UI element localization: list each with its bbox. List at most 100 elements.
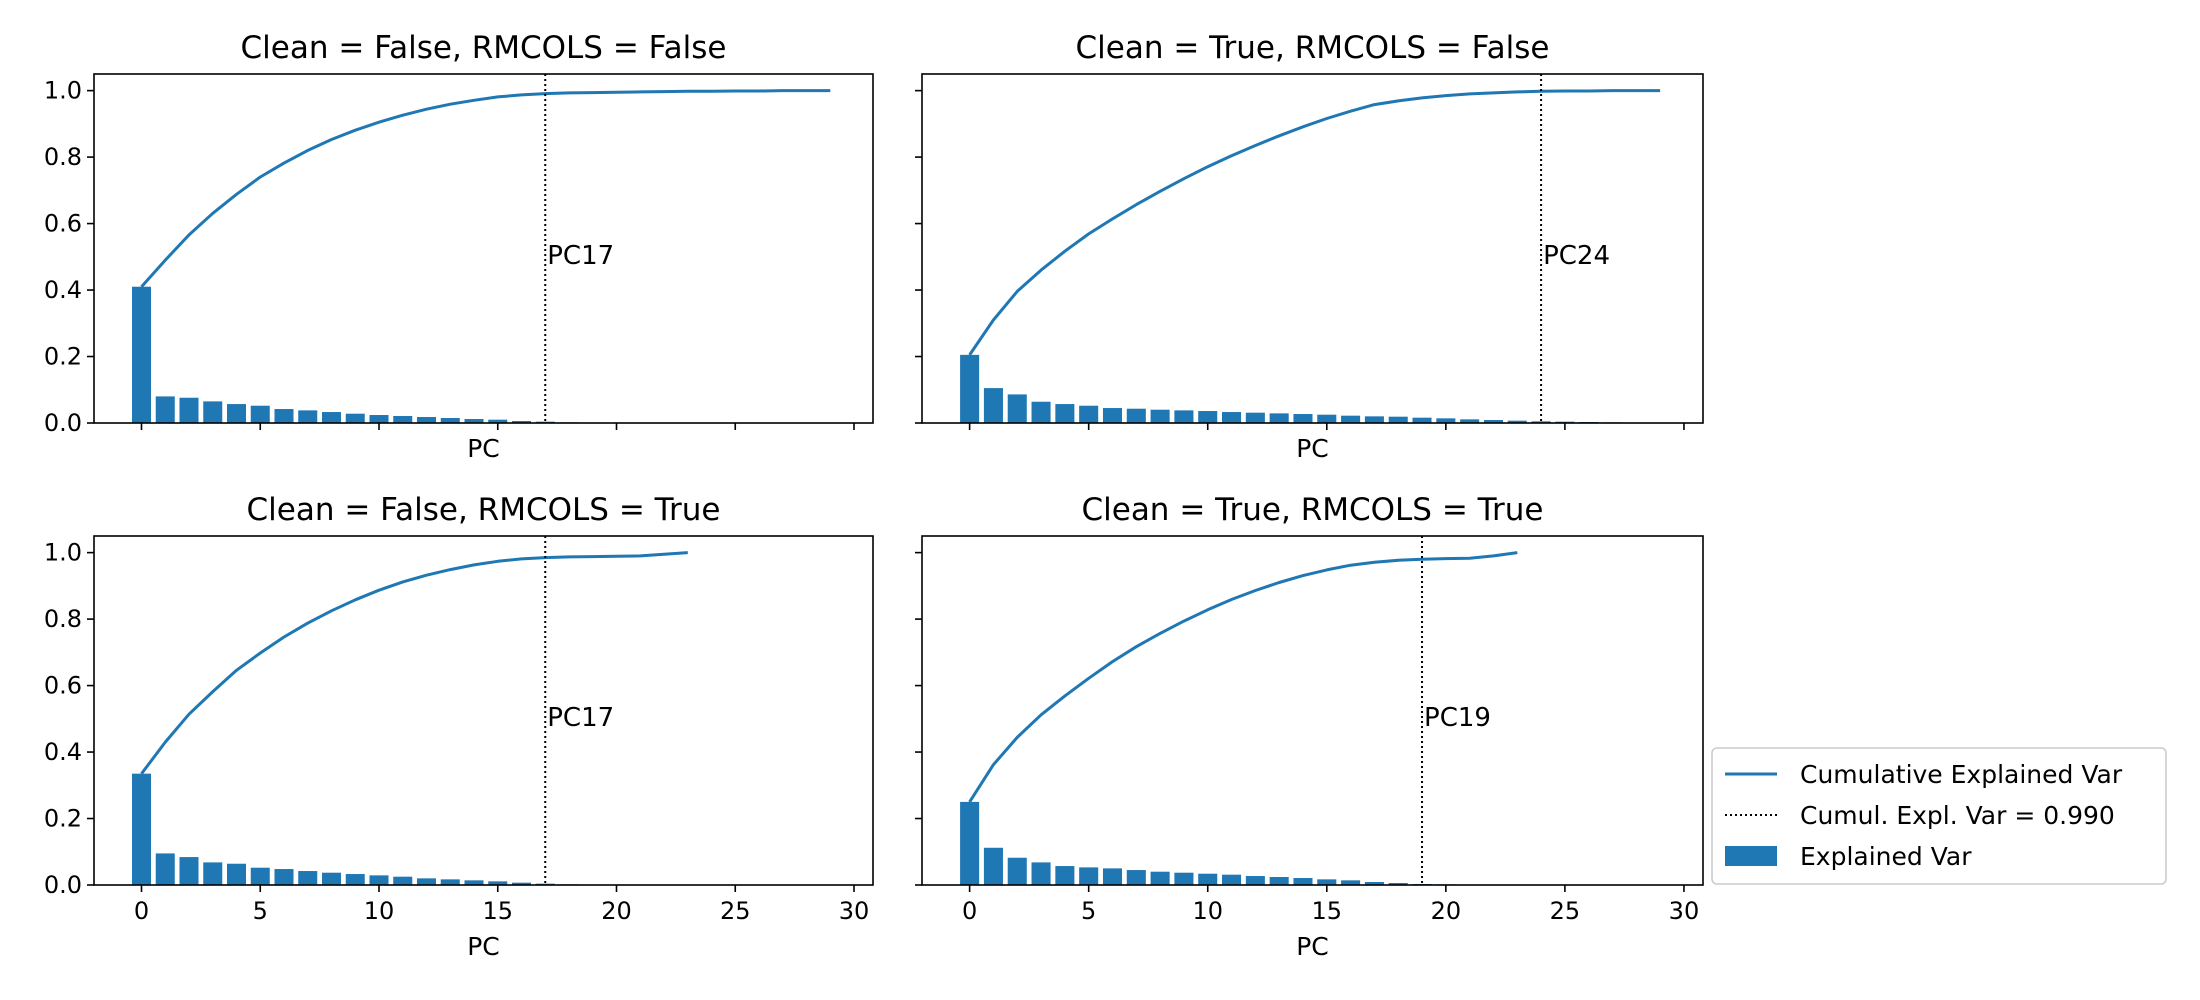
x-tick-label: 0 [134,897,149,925]
explained-var-bar [1126,870,1146,885]
explained-var-bar [1055,404,1075,423]
subplot-title: Clean = True, RMCOLS = False [1076,30,1550,66]
explained-var-bar [250,405,270,423]
y-tick-label: 0.4 [44,738,82,766]
explained-var-bar [464,419,484,423]
explained-var-bar [1222,874,1242,885]
y-tick-label: 0.4 [44,276,82,304]
explained-var-bar [440,418,460,423]
explained-var-bar [274,869,294,885]
y-tick-label: 0.2 [44,805,82,833]
explained-var-bar [1341,880,1361,885]
legend: Cumulative Explained Var Cumul. Expl. Var… [1711,747,2167,885]
explained-var-bar [1031,401,1051,423]
y-tick-label: 0.6 [44,210,82,238]
y-tick-label: 0.8 [44,143,82,171]
plot-frame [921,535,1704,886]
explained-var-bar [298,871,318,885]
explained-var-bar [1293,878,1313,885]
legend-entry-label: Explained Var [1800,842,1972,871]
cumulative-var-line [968,89,1661,356]
explained-var-bar [1055,866,1075,885]
explained-var-bar [1341,415,1361,423]
explained-var-bar [298,410,318,423]
explained-var-bar [274,409,294,423]
explained-var-bar [464,880,484,885]
explained-var-bar [1007,394,1027,423]
explained-var-bar [1245,876,1265,885]
explained-var-bar [417,417,436,423]
explained-var-bar [1269,877,1289,885]
y-tick-label: 0.0 [44,871,82,899]
threshold-label: PC17 [547,241,614,271]
explained-var-bar [393,416,413,423]
cumulative-var-line [140,551,688,775]
subplot-title: Clean = False, RMCOLS = True [247,492,721,528]
explained-var-bar [179,397,199,423]
x-tick-label: 15 [482,897,513,925]
explained-var-bar [322,412,341,423]
explained-var-bar [1388,883,1408,885]
y-tick-label: 1.0 [44,77,82,105]
cumulative-var-line [968,551,1518,803]
plot-frame [921,73,1704,424]
explained-var-bar [1507,420,1527,423]
x-tick-label: 30 [839,897,870,925]
explained-var-bar [227,863,246,885]
explained-var-bar [1364,416,1384,423]
explained-var-bar [1150,871,1170,885]
legend-entry-label: Cumulative Explained Var [1800,760,2123,789]
x-tick-label: 15 [1312,897,1343,925]
explained-var-bar [1079,405,1099,423]
threshold-label: PC17 [547,703,614,733]
explained-var-bar [1460,419,1480,423]
explained-var-bar [1436,418,1456,423]
x-axis-label: PC [467,434,500,463]
explained-var-bar [155,853,175,885]
explained-var-bar [203,401,223,423]
plot-frame [93,535,874,886]
explained-var-bar [227,404,246,423]
explained-var-bar [512,882,531,885]
explained-var-bar [345,413,365,423]
subplot-1: PC17 0.0 0.2 0.4 0.6 0.8 1.0 PC Clean = False, R… [44,30,874,463]
x-tick-label: 5 [1081,897,1096,925]
subplot-2: PC24 PC Clean = True, RMCOLS = False [915,30,1704,463]
explained-var-bar [1531,421,1551,423]
y-tick-label: 0.2 [44,343,82,371]
explained-var-bar [417,878,436,885]
explained-var-bar [132,773,151,885]
threshold-label: PC24 [1543,241,1610,271]
explained-var-bar [1317,879,1337,885]
explained-var-bar [132,286,151,423]
explained-var-bar [1483,420,1503,423]
explained-var-bar [512,421,531,423]
legend-patch-swatch [1725,846,1777,866]
subplot-4: PC19 0 5 10 15 20 25 30 PC Clean = True, RMCOLS =… [915,492,1704,961]
explained-var-bar [250,867,270,885]
x-tick-label: 20 [601,897,632,925]
explained-var-bar [488,881,508,885]
explained-var-bar [322,872,341,885]
x-tick-label: 25 [720,897,751,925]
legend-box [1711,747,2167,885]
explained-var-bar [1102,408,1123,423]
explained-var-bar [1222,412,1242,423]
x-tick-label: 5 [253,897,268,925]
explained-var-bar [1293,414,1313,423]
explained-var-bar [179,857,199,885]
explained-var-bar [1174,872,1194,885]
explained-var-bar [1126,408,1146,423]
explained-var-bar [488,419,508,423]
x-tick-label: 0 [962,897,977,925]
explained-var-bar [1079,867,1099,885]
x-axis-label: PC [1296,434,1329,463]
y-tick-label: 1.0 [44,539,82,567]
subplot-3: PC17 0.0 0.2 0.4 0.6 0.8 1.0 0 5 10 15 20 25 30 PC Clea… [44,492,874,961]
explained-var-bar [345,874,365,885]
explained-var-bar [1198,411,1218,423]
explained-var-bar [1412,417,1432,423]
plot-frame [93,73,874,424]
legend-entry-label: Cumul. Expl. Var = 0.990 [1800,801,2115,830]
